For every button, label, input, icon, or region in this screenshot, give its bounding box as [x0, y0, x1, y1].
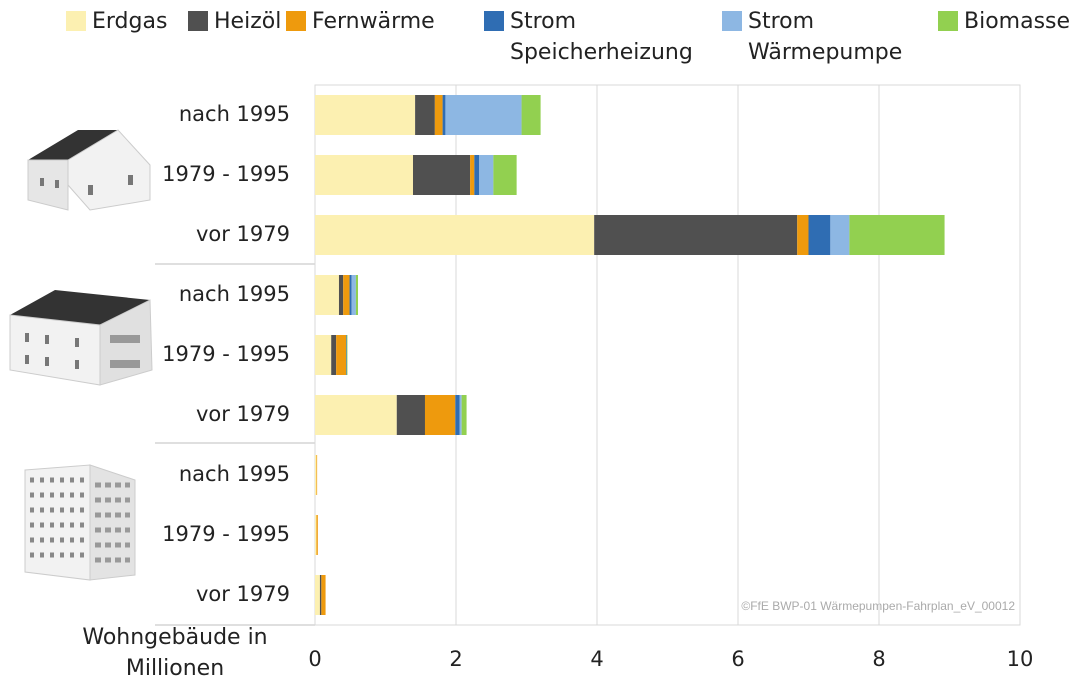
y-tick-label: 1979 - 1995: [162, 522, 290, 546]
bar-segment: [315, 155, 413, 195]
apartment-icon: [9, 290, 153, 386]
bar-segment: [396, 395, 425, 435]
bar-segment: [461, 395, 467, 435]
bar-segment: [315, 575, 320, 615]
legend-item: Strom Speicherheizung: [484, 6, 694, 68]
bar-segment: [315, 95, 416, 135]
bar-segment: [349, 275, 352, 315]
bar-segment: [343, 275, 350, 315]
bar-segment: [479, 155, 494, 195]
bar-segment: [594, 215, 798, 255]
x-tick-label: 0: [308, 647, 321, 671]
bar-segment: [331, 335, 337, 375]
y-tick-label: vor 1979: [196, 402, 290, 426]
legend-swatch: [938, 11, 958, 31]
bar-segment: [445, 95, 522, 135]
bar-segment: [315, 275, 339, 315]
watermark: ©FfE BWP-01 Wärmepumpen-Fahrplan_eV_0001…: [741, 599, 1015, 613]
bar-segment: [315, 455, 317, 495]
legend-label: Fernwärme: [312, 9, 435, 34]
bar-segment: [316, 515, 318, 555]
bar-segment: [424, 395, 456, 435]
x-tick-label: 8: [872, 647, 885, 671]
bar-segment: [808, 215, 831, 255]
bar-segment: [319, 575, 322, 615]
bar-segment: [474, 155, 480, 195]
x-tick-label: 4: [590, 647, 603, 671]
x-tick-label: 2: [449, 647, 462, 671]
bar-segment: [316, 455, 318, 495]
y-tick-label: nach 1995: [179, 102, 290, 126]
bar-segment: [415, 95, 435, 135]
legend-swatch: [484, 11, 504, 31]
bar-segment: [849, 215, 945, 255]
bar-segment: [346, 335, 347, 375]
legend-item: Strom Wärmepumpe: [722, 6, 912, 68]
legend-swatch: [66, 11, 86, 31]
legend-label: Biomasse: [964, 9, 1071, 34]
y-tick-label: nach 1995: [179, 282, 290, 306]
axis-title: Wohngebäude in Millionen: [82, 625, 268, 681]
bar-segment: [315, 395, 397, 435]
bar-segment: [459, 395, 462, 435]
bar-segment: [434, 95, 443, 135]
y-tick-label: 1979 - 1995: [162, 162, 290, 186]
bar-segment: [470, 155, 475, 195]
y-tick-label: vor 1979: [196, 582, 290, 606]
y-tick-label: 1979 - 1995: [162, 342, 290, 366]
legend-swatch: [286, 11, 306, 31]
x-tick-label: 6: [731, 647, 744, 671]
bar-segment: [493, 155, 517, 195]
bar-segment: [521, 95, 541, 135]
house-icon: [27, 129, 151, 211]
legend-item: Heizöl: [188, 6, 281, 37]
legend-item: Biomasse: [938, 6, 1070, 37]
legend-item: Erdgas: [66, 6, 167, 37]
bar-segment: [338, 275, 344, 315]
y-tick-label: nach 1995: [179, 462, 290, 486]
bar-segment: [442, 95, 446, 135]
legend-label: Strom Wärmepumpe: [748, 9, 903, 65]
bar-segment: [315, 515, 317, 555]
bar-segment: [797, 215, 809, 255]
bar-segment: [351, 275, 356, 315]
legend-item: Fernwärme: [286, 6, 435, 37]
bar-segment: [355, 275, 359, 315]
highrise-icon: [24, 464, 136, 581]
bar-segment: [346, 335, 348, 375]
legend-label: Heizöl: [214, 9, 282, 34]
bar-segment: [455, 395, 460, 435]
bar-segment: [321, 575, 326, 615]
y-tick-label: vor 1979: [196, 222, 290, 246]
x-tick-label: 10: [1007, 647, 1034, 671]
legend-label: Strom Speicherheizung: [510, 9, 693, 65]
x-axis: 0 2 4 6 8 10: [308, 85, 1033, 671]
bar-segment: [830, 215, 850, 255]
legend-swatch: [722, 11, 742, 31]
bar-segment: [315, 335, 332, 375]
bar-segment: [336, 335, 347, 375]
bar-segment: [315, 215, 595, 255]
legend-label: Erdgas: [92, 9, 168, 34]
legend-swatch: [188, 11, 208, 31]
bar-segment: [412, 155, 471, 195]
